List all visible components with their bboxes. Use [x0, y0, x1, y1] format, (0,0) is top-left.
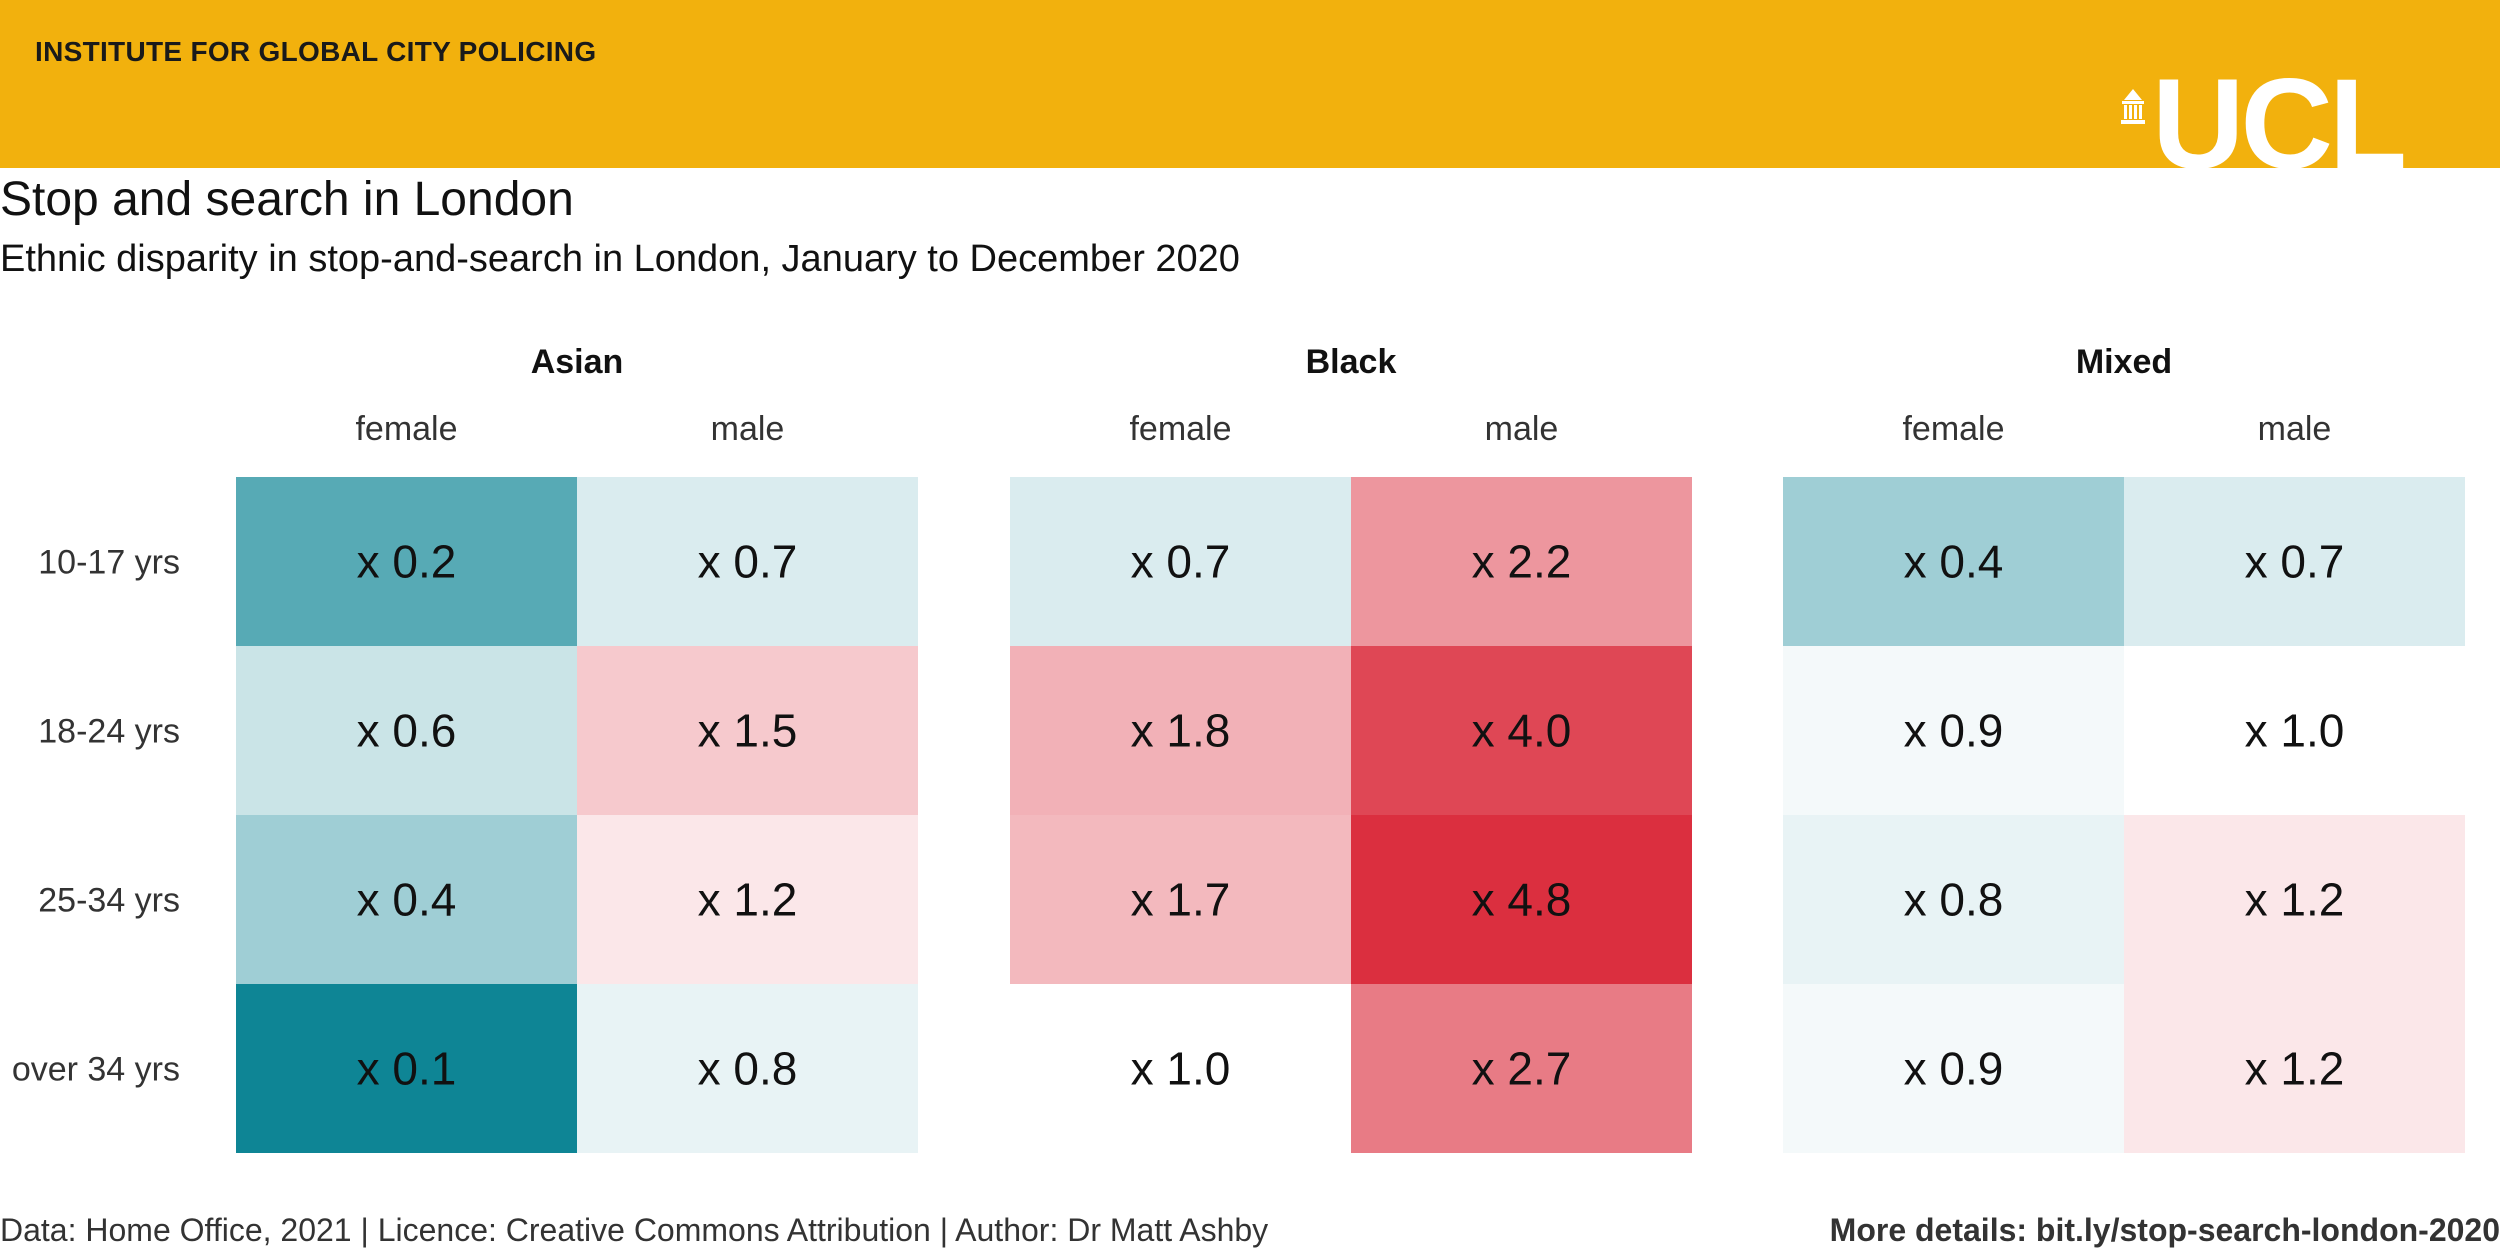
column-label: male — [1485, 410, 1559, 448]
cell-value-label: x 1.0 — [1131, 1043, 1231, 1095]
chart-subtitle: Ethnic disparity in stop-and-search in L… — [0, 238, 1240, 280]
panel-label: Mixed — [2076, 343, 2172, 381]
heatmap-chart: 10-17 yrs 18-24 yrs 25-34 yrs over 34 yrs As… — [12, 343, 2465, 1153]
row-label: 18-24 yrs — [38, 713, 180, 751]
heatmap-cell — [236, 815, 577, 984]
cell-value-label: x 0.7 — [2245, 536, 2345, 588]
heatmap-cell — [577, 477, 918, 646]
chart-title: Stop and search in London — [0, 173, 574, 226]
heatmap-cell — [236, 984, 577, 1153]
cell-value-label: x 1.2 — [698, 874, 798, 926]
heatmap-cell — [1783, 815, 2124, 984]
cell-value-label: x 2.2 — [1472, 536, 1572, 588]
cell-value-label: x 0.4 — [1904, 536, 2004, 588]
cell-value-label: x 0.1 — [357, 1043, 457, 1095]
heatmap-cell — [2124, 646, 2465, 815]
cell-value-label: x 0.7 — [698, 536, 798, 588]
heatmap-cell — [1351, 646, 1692, 815]
heatmap-cell — [577, 646, 918, 815]
heatmap-cell — [1351, 984, 1692, 1153]
heatmap-cell — [2124, 815, 2465, 984]
heatmap-cell — [1351, 477, 1692, 646]
cell-value-label: x 1.2 — [2245, 1043, 2345, 1095]
heatmap-cell — [236, 477, 577, 646]
heatmap-cell — [1783, 984, 2124, 1153]
heatmap-cell — [1351, 815, 1692, 984]
heatmap-cell — [1010, 646, 1351, 815]
cell-value-label: x 0.2 — [357, 536, 457, 588]
heatmap-cell — [577, 815, 918, 984]
column-label: male — [2258, 410, 2332, 448]
cell-value-label: x 1.0 — [2245, 705, 2345, 757]
row-label: 25-34 yrs — [38, 882, 180, 920]
footer-details-link[interactable]: More details: bit.ly/stop-search-london-… — [1829, 1212, 2500, 1248]
cell-value-label: x 1.7 — [1131, 874, 1231, 926]
cell-value-label: x 4.8 — [1472, 874, 1572, 926]
heatmap-cell — [1783, 477, 2124, 646]
column-label: female — [1129, 410, 1231, 448]
cell-value-label: x 1.8 — [1131, 705, 1231, 757]
column-label: female — [355, 410, 457, 448]
column-label: male — [711, 410, 785, 448]
heatmap-cell — [577, 984, 918, 1153]
heatmap-cell — [2124, 477, 2465, 646]
heatmap-cell — [236, 646, 577, 815]
column-label: female — [1902, 410, 2004, 448]
cell-value-label: x 0.4 — [357, 874, 457, 926]
heatmap-cell — [2124, 984, 2465, 1153]
cell-value-label: x 0.8 — [1904, 874, 2004, 926]
cell-value-label: x 4.0 — [1472, 705, 1572, 757]
row-label: over 34 yrs — [12, 1051, 180, 1089]
portico-icon — [2121, 89, 2145, 124]
footer-source: Data: Home Office, 2021 | Licence: Creat… — [0, 1212, 1269, 1248]
cell-value-label: x 0.9 — [1904, 705, 2004, 757]
cell-value-label: x 2.7 — [1472, 1043, 1572, 1095]
cell-value-label: x 1.5 — [698, 705, 798, 757]
heatmap-cell — [1783, 646, 2124, 815]
cell-value-label: x 0.9 — [1904, 1043, 2004, 1095]
panel-label: Asian — [531, 343, 624, 381]
heatmap-cell — [1010, 815, 1351, 984]
heatmap-cell — [1010, 477, 1351, 646]
panel-label: Black — [1306, 343, 1397, 381]
cell-value-label: x 0.7 — [1131, 536, 1231, 588]
cell-value-label: x 1.2 — [2245, 874, 2345, 926]
cell-value-label: x 0.8 — [698, 1043, 798, 1095]
row-label: 10-17 yrs — [38, 544, 180, 582]
header-banner — [0, 0, 2500, 168]
heatmap-cell — [1010, 984, 1351, 1153]
organisation-name: INSTITUTE FOR GLOBAL CITY POLICING — [35, 36, 597, 67]
cell-value-label: x 0.6 — [357, 705, 457, 757]
